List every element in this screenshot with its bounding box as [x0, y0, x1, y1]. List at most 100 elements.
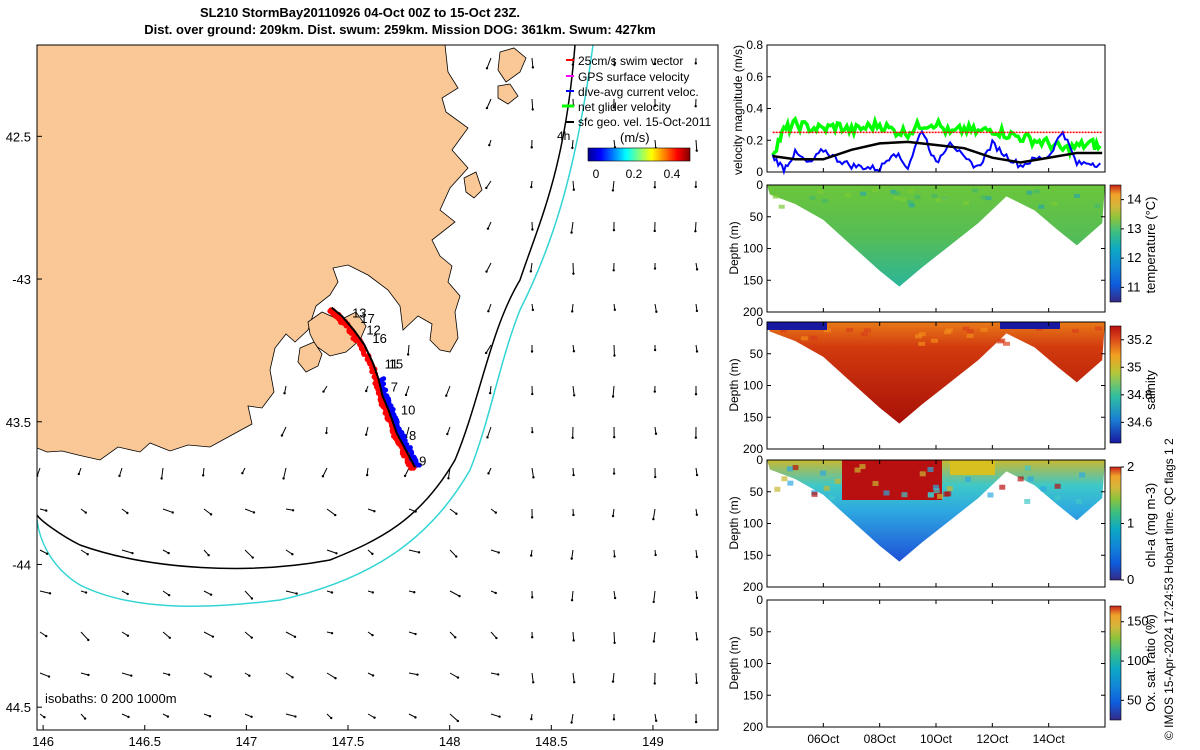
velocity-tick-label: 0.8	[746, 38, 763, 52]
legend-sfc-geo: sfc geo. vel. 15-Oct-2011	[578, 115, 712, 129]
sfc-velocity-arrowhead	[652, 600, 655, 604]
depth-tick-label: 100	[743, 657, 763, 671]
sfc-velocity-arrow	[39, 590, 51, 594]
sfc-velocity-arrow	[449, 631, 456, 638]
sfc-velocity-arrowhead	[531, 596, 534, 599]
oxygen-colorbar	[1109, 605, 1122, 721]
section-texture	[809, 195, 816, 200]
sfc-velocity-arrowhead	[455, 555, 458, 558]
sfc-velocity-arrowhead	[654, 719, 658, 722]
salinity-section	[767, 322, 1105, 424]
salinity-ylabel: Depth (m)	[727, 358, 741, 411]
sfc-velocity-arrow	[652, 508, 656, 520]
sfc-velocity-arrow	[571, 221, 574, 233]
sfc-velocity-arrowhead	[167, 673, 171, 676]
sfc-velocity-arrowhead	[485, 106, 489, 110]
time-tick-label: 12Oct	[976, 732, 1009, 746]
section-texture	[996, 339, 1004, 344]
colorbar-tick-0: 0	[593, 167, 600, 181]
land-island-north	[497, 47, 527, 83]
section-texture	[1054, 483, 1061, 489]
section-texture	[987, 492, 994, 498]
colorbar-tick-1: 0.2	[626, 167, 643, 181]
sfc-velocity-arrowhead	[47, 675, 51, 678]
time-tick-label: 14Oct	[1033, 732, 1066, 746]
sfc-velocity-arrowhead	[127, 715, 130, 719]
sfc-velocity-arrow	[161, 467, 164, 479]
sfc-velocity-arrow	[244, 590, 253, 599]
sfc-velocity-arrowhead	[613, 596, 617, 600]
section-texture	[907, 189, 914, 194]
oxygen-panel: 0 50 100 150 200 06Oct 08Oct 10Oct 12Oct 14Oct 50…	[727, 593, 1158, 746]
section-texture	[1095, 326, 1103, 331]
chla-bloom	[950, 460, 995, 475]
sfc-velocity-arrowhead	[126, 511, 129, 515]
temperature-axes: 0 50 100 150 200	[743, 178, 1105, 319]
sfc-velocity-arrow	[203, 631, 214, 638]
section-texture	[829, 495, 836, 501]
sfc-velocity-arrow	[489, 385, 492, 394]
sfc-velocity-arrowhead	[168, 636, 171, 639]
sfc-velocity-arrow	[39, 549, 48, 555]
sfc-velocity-arrow	[447, 467, 451, 479]
section-texture	[964, 476, 971, 482]
sfc-velocity-arrowhead	[531, 66, 535, 69]
sfc-velocity-arrow	[367, 713, 375, 719]
sfc-velocity-arrowhead	[484, 351, 488, 355]
sfc-velocity-arrow	[285, 631, 296, 638]
section-texture	[981, 195, 987, 200]
sfc-velocity-arrow	[39, 631, 47, 637]
sfc-velocity-arrowhead	[251, 556, 254, 559]
day-label: 15	[389, 357, 403, 372]
sfc-velocity-arrowhead	[83, 717, 87, 720]
sfc-velocity-arrowhead	[487, 472, 490, 475]
colorbar-tick-2: 0.4	[664, 167, 681, 181]
sfc-velocity-arrowhead	[654, 432, 658, 435]
sfc-velocity-arrowhead	[294, 715, 297, 718]
cbar-tick-label: 2	[1127, 459, 1134, 474]
sfc-velocity-arrow	[445, 385, 451, 396]
sfc-velocity-arrowhead	[45, 634, 48, 638]
sfc-velocity-arrowhead	[373, 510, 376, 513]
sfc-velocity-arrowhead	[613, 641, 616, 645]
sfc-velocity-arrow	[485, 180, 492, 189]
map-xtick-label: 147	[236, 734, 258, 749]
map-ytick-label: 42.5	[6, 129, 31, 144]
velocity-panel: 0 0.2 0.4 0.6 0.8 velocity magnitude (m/s)	[731, 38, 1106, 179]
sfc-velocity-arrowhead	[653, 267, 657, 270]
sfc-velocity-arrowhead	[487, 309, 490, 313]
velocity-series	[771, 115, 1103, 176]
sfc-velocity-arrowhead	[488, 391, 492, 395]
land-freycinet	[463, 171, 483, 199]
sfc-velocity-arrow	[571, 590, 574, 601]
sfc-velocity-arrowhead	[532, 476, 535, 479]
sfc-velocity-arrow	[285, 672, 293, 678]
sfc-velocity-arrow	[326, 549, 337, 554]
sfc-velocity-arrow	[613, 631, 616, 643]
sfc-velocity-arrow	[80, 549, 88, 555]
sfc-velocity-arrowhead	[485, 66, 489, 70]
time-tick-label: 06Oct	[807, 732, 840, 746]
sfc-velocity-arrow	[281, 426, 287, 436]
time-tick-label: 10Oct	[920, 732, 953, 746]
sfc-velocity-arrowhead	[694, 720, 698, 724]
cbar-tick-label: 100	[1127, 653, 1149, 668]
velocity-tick-label: 0.4	[746, 102, 763, 116]
sfc-velocity-arrowhead	[611, 395, 615, 398]
sfc-velocity-arrowhead	[209, 675, 212, 678]
sfc-velocity-arrowhead	[531, 430, 534, 434]
sfc-velocity-arrowhead	[371, 633, 374, 637]
section-texture	[779, 328, 787, 333]
sfc-velocity-arrowhead	[695, 638, 699, 641]
day-label: 11	[385, 357, 399, 372]
depth-tick-label: 0	[756, 178, 763, 192]
sfc-velocity-arrow	[653, 590, 656, 602]
sfc-velocity-arrow	[694, 221, 697, 232]
sfc-velocity-arrow	[449, 590, 460, 597]
sfc-velocity-arrow	[162, 590, 170, 596]
land-island-maria	[497, 83, 519, 105]
sfc-velocity-arrow	[37, 467, 41, 477]
sfc-velocity-arrowhead	[280, 434, 284, 437]
sfc-velocity-arrowhead	[694, 105, 697, 108]
section-texture	[915, 334, 923, 339]
